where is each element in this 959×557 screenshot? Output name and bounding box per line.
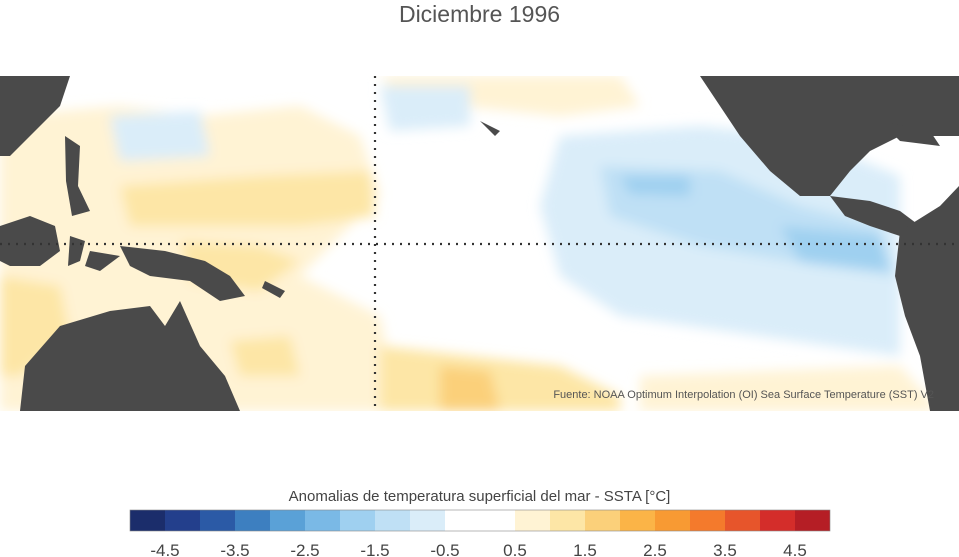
map-title: Diciembre 1996 <box>398 1 561 27</box>
colorbar: -4.5 -3.5 -2.5 -1.5 -0.5 0.5 1.5 2.5 3.5 4.5 <box>129 509 831 557</box>
colorbar-tick-label: -1.5 <box>360 541 389 557</box>
land-central-america <box>830 196 920 236</box>
colorbar-bin <box>620 510 655 531</box>
colorbar-tick-label: 3.5 <box>713 541 737 557</box>
colorbar-bin <box>305 510 340 531</box>
colorbar-tick-label: -2.5 <box>290 541 319 557</box>
cool-anomaly-north-central <box>380 86 470 131</box>
colorbar-bin <box>690 510 725 531</box>
colorbar-tick-label: 0.5 <box>503 541 527 557</box>
land-philippines <box>65 136 90 216</box>
colorbar-bins <box>129 509 831 532</box>
cool-core-north <box>620 176 690 196</box>
colorbar-bin <box>235 510 270 531</box>
colorbar-tick-label: 2.5 <box>643 541 667 557</box>
colorbar-tick-label: -3.5 <box>220 541 249 557</box>
data-source-label: Fuente: NOAA Optimum Interpolation (OI) … <box>553 389 934 401</box>
colorbar-bin <box>200 510 235 531</box>
colorbar-bin <box>445 510 515 531</box>
colorbar-bin <box>375 510 410 531</box>
warm-anomaly-australia-west <box>0 276 70 376</box>
land-solomon-islands <box>262 281 285 298</box>
land-north-america <box>700 76 959 196</box>
land-new-guinea <box>120 246 245 301</box>
land-borneo-sumatra <box>0 216 60 266</box>
land-south-america <box>895 186 959 411</box>
cool-core-equatorial <box>780 226 890 271</box>
colorbar-bin <box>655 510 690 531</box>
land-australia <box>20 301 240 411</box>
colorbar-tick-label: 4.5 <box>783 541 807 557</box>
land-caribbean <box>880 121 940 146</box>
warm-anomaly-south-east <box>640 366 940 411</box>
colorbar-ticks: -4.5 -3.5 -2.5 -1.5 -0.5 0.5 1.5 2.5 3.5 4.5 <box>150 541 806 557</box>
colorbar-bin <box>270 510 305 531</box>
colorbar-bin <box>795 510 830 531</box>
colorbar-tick-label: -4.5 <box>150 541 179 557</box>
colorbar-bin <box>585 510 620 531</box>
colorbar-bin <box>760 510 795 531</box>
warm-anomaly-band <box>120 171 375 226</box>
colorbar-tick-label: -0.5 <box>430 541 459 557</box>
colorbar-bin <box>165 510 200 531</box>
land-asia-northwest <box>0 76 70 156</box>
legend-title: Anomalias de temperatura superficial del… <box>288 488 671 505</box>
land <box>0 76 959 411</box>
colorbar-tick-label: 1.5 <box>573 541 597 557</box>
cool-anomaly-north-west <box>110 111 210 161</box>
colorbar-bin <box>550 510 585 531</box>
colorbar-frame <box>129 509 831 532</box>
warm-anomaly-coral-sea <box>230 336 300 376</box>
land-indonesia-east <box>85 251 120 271</box>
colorbar-bin <box>410 510 445 531</box>
colorbar-bin <box>725 510 760 531</box>
colorbar-bin <box>340 510 375 531</box>
land-hawaii <box>480 121 500 136</box>
warm-core-south-central <box>440 366 500 411</box>
colorbar-bin <box>130 510 165 531</box>
colorbar-bin <box>515 510 550 531</box>
ssta-map: Fuente: NOAA Optimum Interpolation (OI) … <box>0 76 959 411</box>
